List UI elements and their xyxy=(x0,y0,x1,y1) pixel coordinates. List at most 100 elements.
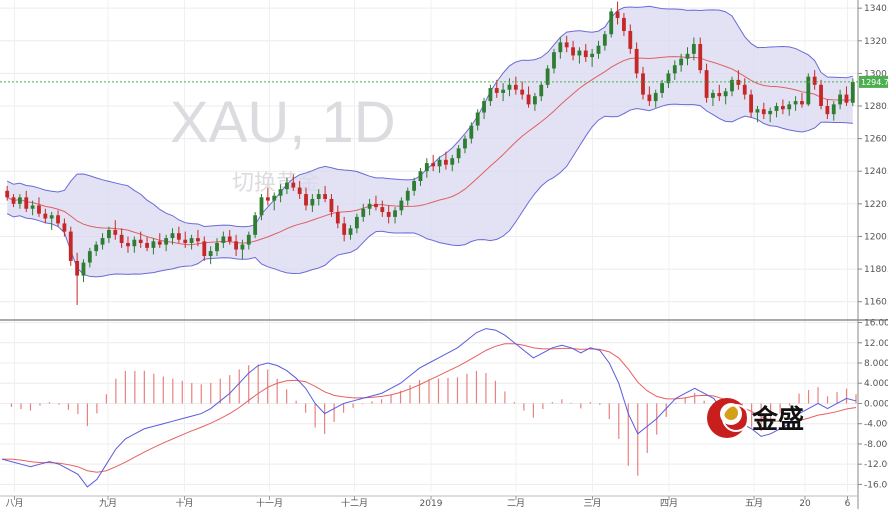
candle-body xyxy=(81,262,86,276)
candle-body xyxy=(443,159,448,165)
candle xyxy=(577,47,582,64)
candle xyxy=(793,96,798,111)
candle-body xyxy=(812,76,817,85)
candle xyxy=(329,194,334,217)
candle xyxy=(49,212,54,230)
candle xyxy=(615,1,620,25)
candle-body xyxy=(107,229,111,239)
candle-body xyxy=(431,163,436,167)
candle xyxy=(660,79,664,98)
candle-body xyxy=(297,187,302,195)
candle-body xyxy=(520,89,525,95)
candle-body xyxy=(552,52,556,69)
candle xyxy=(75,252,80,305)
candle xyxy=(456,145,461,164)
candle xyxy=(265,187,270,206)
candle xyxy=(717,84,722,102)
candle xyxy=(259,194,264,221)
candle-body xyxy=(800,101,804,105)
candle-body xyxy=(768,110,773,115)
candle xyxy=(685,47,690,66)
candle-body xyxy=(393,210,397,217)
candle-body xyxy=(533,96,537,105)
candle-body xyxy=(272,195,277,201)
candle xyxy=(596,40,601,59)
candle xyxy=(164,234,169,252)
candle xyxy=(443,151,448,170)
candle-body xyxy=(30,205,35,209)
candle-body xyxy=(571,47,575,56)
candle-body xyxy=(215,242,219,252)
candle xyxy=(698,37,703,74)
candle xyxy=(43,208,48,224)
candle xyxy=(513,76,518,95)
candle-body xyxy=(253,215,258,235)
candle-body xyxy=(259,197,264,216)
candle xyxy=(602,30,607,51)
candle-body xyxy=(672,65,677,74)
candle xyxy=(424,158,429,178)
candle-body xyxy=(310,198,315,206)
candle xyxy=(780,99,785,115)
candle-body xyxy=(418,171,423,182)
candle xyxy=(800,92,804,108)
candle xyxy=(723,88,728,105)
candle xyxy=(545,65,550,89)
candle xyxy=(641,66,645,100)
brand-logo: 金盛 xyxy=(707,398,804,438)
candle-body xyxy=(450,158,455,165)
candle-body xyxy=(132,239,137,247)
candle xyxy=(691,37,696,61)
candle xyxy=(87,247,92,268)
candle xyxy=(736,70,741,90)
candle xyxy=(119,228,124,248)
candle-body xyxy=(49,215,54,219)
candle-body xyxy=(278,189,283,196)
candle-body xyxy=(17,197,22,204)
candle-body xyxy=(641,73,645,95)
candle-body xyxy=(501,89,506,93)
candle-body xyxy=(691,44,696,54)
candle-body xyxy=(164,238,169,245)
x-tick-label: 三月 xyxy=(583,498,601,509)
candle xyxy=(819,79,823,110)
candle-body xyxy=(196,238,200,242)
candle-body xyxy=(463,138,467,149)
candle xyxy=(628,24,633,54)
candle-body xyxy=(698,44,703,71)
candle xyxy=(437,156,442,173)
candle xyxy=(246,231,251,250)
candle-body xyxy=(361,208,366,217)
symbol-watermark: XAU, 1D xyxy=(170,90,396,155)
y-tick-label: 1180.00 xyxy=(864,265,888,275)
candle-body xyxy=(704,70,709,98)
macd-line xyxy=(1,328,857,488)
x-tick-label: 十一月 xyxy=(256,497,283,509)
candle xyxy=(100,233,105,250)
candle xyxy=(81,259,86,283)
candle-body xyxy=(24,197,29,209)
candle xyxy=(151,238,156,255)
candle xyxy=(526,86,531,108)
candle-body xyxy=(43,213,48,219)
candle-body xyxy=(685,53,690,59)
x-tick-label: 2019 xyxy=(420,499,443,509)
candle xyxy=(812,70,817,90)
candle-body xyxy=(208,251,213,257)
candle-body xyxy=(405,190,410,201)
candle-body xyxy=(304,194,308,206)
candle xyxy=(653,89,658,108)
watermark: XAU, 1D 切换黄金 xyxy=(170,90,396,196)
candle-body xyxy=(780,106,785,110)
candle-body xyxy=(342,223,347,235)
candle-body xyxy=(68,231,73,261)
candle xyxy=(354,213,359,234)
candle xyxy=(291,174,296,191)
candle-body xyxy=(558,42,563,53)
candle-body xyxy=(749,94,753,113)
candle-body xyxy=(806,76,811,105)
